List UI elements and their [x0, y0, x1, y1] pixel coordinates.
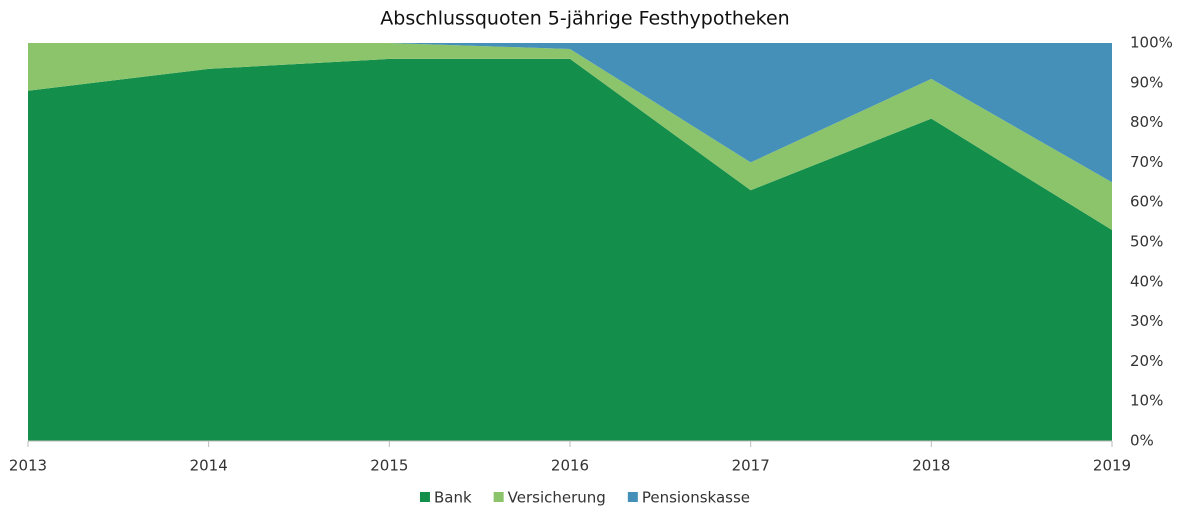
y-tick-label: 0%	[1130, 432, 1154, 450]
area	[28, 43, 1112, 183]
area	[28, 43, 1112, 231]
legend-label: Bank	[434, 489, 472, 507]
y-tick-label: 80%	[1130, 113, 1163, 131]
x-tick-label: 2019	[1093, 457, 1131, 475]
y-tick-label: 30%	[1130, 312, 1163, 330]
legend-swatch	[627, 492, 638, 502]
legend-swatch	[493, 492, 504, 502]
legend-swatch	[419, 492, 430, 502]
y-tick-label: 40%	[1130, 272, 1163, 290]
x-tick-label: 2013	[9, 457, 47, 475]
legend-label: Pensionskasse	[642, 489, 750, 507]
area	[28, 58, 1112, 442]
y-tick-label: 10%	[1130, 392, 1163, 410]
x-tick-label: 2014	[190, 457, 228, 475]
x-tick-label: 2018	[912, 457, 950, 475]
y-tick-label: 50%	[1130, 233, 1163, 251]
legend: Bank Versicherung Pensionskasse	[419, 489, 750, 507]
y-tick-label: 20%	[1130, 352, 1163, 370]
chart-title: Abschlussquoten 5-jährige Festhypotheken	[380, 8, 789, 30]
x-tick-label: 2016	[551, 457, 589, 475]
x-tick-label: 2017	[732, 457, 770, 475]
y-tick-label: 100%	[1130, 34, 1173, 52]
y-tick-label: 60%	[1130, 193, 1163, 211]
x-tick-label: 2015	[370, 457, 408, 475]
y-tick-label: 90%	[1130, 73, 1163, 91]
y-tick-label: 70%	[1130, 153, 1163, 171]
legend-label: Versicherung	[508, 489, 606, 507]
